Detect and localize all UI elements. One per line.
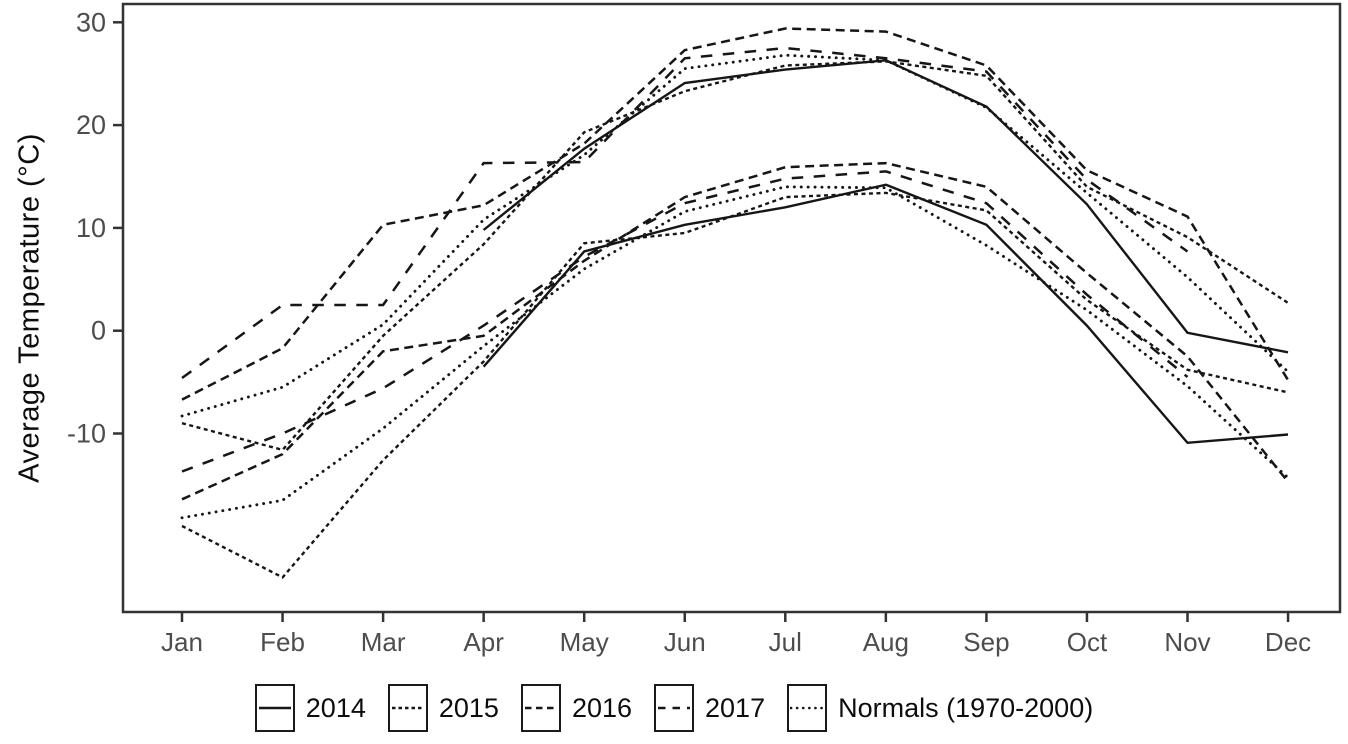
series-line-2015-max — [181, 60, 1289, 452]
legend-key-short-dash-icon — [387, 684, 428, 732]
legend-key-solid-icon — [254, 684, 295, 732]
y-tick-label: 0 — [91, 316, 106, 346]
legend-label: 2017 — [705, 692, 766, 723]
legend-label: Normals (1970-2000) — [838, 692, 1094, 723]
series-line-2017-min — [181, 170, 1189, 473]
plot-panel-border — [121, 2, 1342, 614]
x-tick-label: Feb — [260, 627, 305, 657]
series-line-2014-max — [482, 59, 1289, 354]
series-line-normals-max — [180, 53, 1290, 418]
legend-item-2015: 2015 — [387, 684, 499, 732]
legend-key-medium-dash-icon — [520, 684, 561, 732]
legend-label: 2014 — [305, 692, 366, 723]
series-line-2014-min — [482, 183, 1289, 445]
legend-key-long-dash-icon — [654, 684, 695, 732]
legend-key-line-sample — [658, 706, 691, 710]
legend-item-2017: 2017 — [654, 684, 765, 732]
legend-key-line-sample — [391, 706, 424, 710]
legend-key-line-sample — [524, 706, 557, 710]
legend-label: 2015 — [438, 692, 499, 723]
y-tick-label: 20 — [76, 110, 106, 140]
chart-legend: 2014 2015 2016 2017 Normals (1970-2000) — [0, 684, 1348, 732]
series-line-2016-max — [181, 27, 1290, 401]
series-line-2017-max — [181, 46, 1189, 380]
x-tick-label: Jun — [664, 627, 706, 657]
legend-key-line-sample — [258, 706, 291, 710]
x-tick-label: Jan — [161, 627, 203, 657]
legend-key-line-sample — [790, 706, 825, 710]
x-tick-label: Apr — [463, 627, 504, 657]
y-tick-label: 10 — [76, 213, 106, 243]
x-tick-label: Aug — [863, 627, 909, 657]
series-line-normals-min — [180, 185, 1290, 520]
x-tick-label: Oct — [1067, 627, 1108, 657]
legend-label: 2016 — [571, 692, 633, 723]
y-tick-label: -10 — [67, 419, 106, 449]
legend-item-normals: Normals (1970-2000) — [787, 684, 1093, 732]
x-tick-label: Jul — [769, 627, 802, 657]
x-tick-label: Nov — [1164, 627, 1210, 657]
legend-item-2014: 2014 — [254, 684, 366, 732]
legend-key-dotted-icon — [787, 684, 828, 732]
y-axis-title: Average Temperature (°C) — [13, 133, 46, 483]
x-tick-label: Mar — [361, 627, 406, 657]
legend-item-2016: 2016 — [520, 684, 633, 732]
x-tick-label: Dec — [1265, 627, 1311, 657]
x-tick-label: May — [560, 627, 609, 657]
series-line-2016-min — [181, 161, 1289, 501]
series-line-2015-min — [181, 191, 1289, 579]
y-tick-label: 30 — [76, 7, 106, 37]
x-tick-label: Sep — [963, 627, 1009, 657]
